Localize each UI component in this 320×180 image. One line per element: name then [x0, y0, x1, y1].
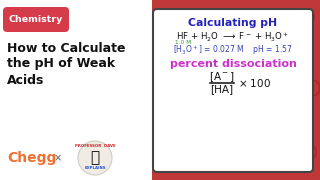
- Text: [A$^-$]: [A$^-$]: [209, 70, 235, 84]
- Text: Chegg: Chegg: [7, 151, 56, 165]
- Text: PROFESSOR  DAVE: PROFESSOR DAVE: [75, 144, 115, 148]
- Text: the pH of Weak: the pH of Weak: [7, 57, 115, 71]
- Text: How to Calculate: How to Calculate: [7, 42, 125, 55]
- Text: percent dissociation: percent dissociation: [170, 59, 296, 69]
- Text: [H$_3$O$^+$] = 0.027 M    pH = 1.57: [H$_3$O$^+$] = 0.027 M pH = 1.57: [173, 43, 293, 57]
- Text: Calculating pH: Calculating pH: [188, 18, 277, 28]
- Text: $\times$ 100: $\times$ 100: [238, 77, 271, 89]
- FancyBboxPatch shape: [153, 9, 313, 172]
- Text: ×: ×: [54, 153, 62, 163]
- Text: 🧔: 🧔: [91, 150, 100, 165]
- Text: HF + H$_2$O $\longrightarrow$ F$^-$ + H$_3$O$^+$: HF + H$_2$O $\longrightarrow$ F$^-$ + H$…: [176, 30, 290, 44]
- Text: EXPLAINS: EXPLAINS: [84, 166, 106, 170]
- Text: 1.0 M: 1.0 M: [175, 40, 191, 46]
- FancyBboxPatch shape: [3, 7, 69, 32]
- Text: Acids: Acids: [7, 73, 44, 87]
- Circle shape: [78, 141, 112, 175]
- Polygon shape: [152, 0, 320, 180]
- Text: Chemistry: Chemistry: [9, 15, 63, 24]
- Text: [HA]: [HA]: [211, 84, 234, 94]
